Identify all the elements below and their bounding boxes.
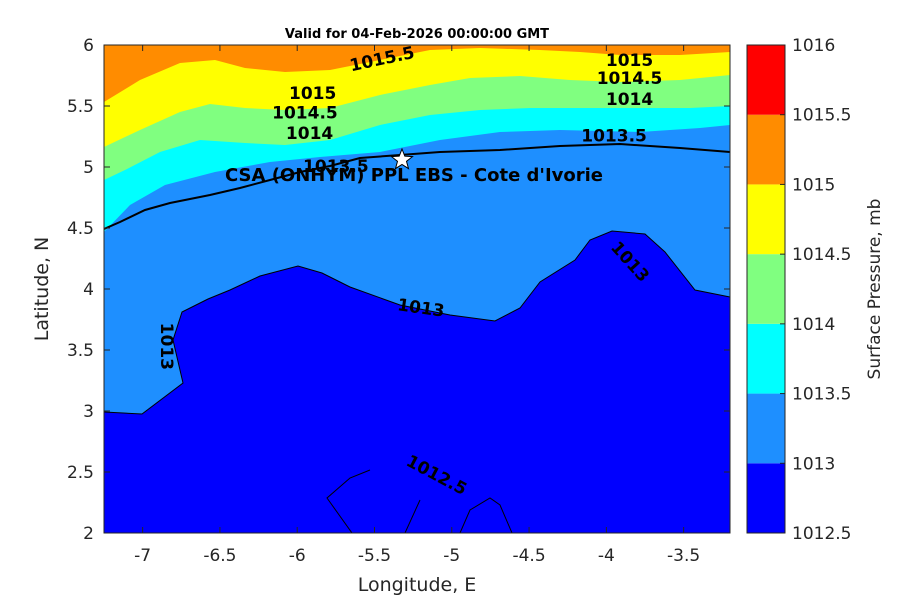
- y-tick-label: 5: [83, 158, 94, 178]
- colorbar-segment: [747, 393, 785, 464]
- contour-label: 1013.5: [581, 127, 647, 147]
- colorbar-tick-label: 1013.5: [792, 385, 851, 405]
- colorbar-segment: [747, 114, 785, 185]
- colorbar-segment: [747, 463, 785, 533]
- colorbar-segment: [747, 323, 785, 394]
- x-tick-label: -4: [598, 546, 615, 566]
- x-tick-label: -4.5: [512, 546, 545, 566]
- colorbar-tick-label: 1014: [792, 315, 835, 335]
- y-tick-label: 2: [83, 524, 94, 544]
- contour-label: 1015: [289, 84, 336, 104]
- y-axis: 6 5.5 5 4.5 4 3.5 3 2.5 2: [67, 36, 730, 544]
- contour-line-1012.5: [326, 469, 513, 533]
- y-axis-label: Latitude, N: [31, 237, 53, 342]
- x-tick-label: -6.5: [203, 546, 236, 566]
- x-tick-label: -3.5: [667, 546, 700, 566]
- contour-label: 1013: [156, 323, 176, 370]
- y-tick-label: 4.5: [67, 219, 94, 239]
- site-marker: CSA (ONHYM) PPL EBS - Cote d'Ivorie: [225, 147, 603, 186]
- y-tick-label: 3: [83, 402, 94, 422]
- colorbar: 1016 1015.5 1015 1014.5 1014 1013.5 1013 1012.5: [746, 36, 851, 544]
- star-icon: [390, 147, 414, 170]
- colorbar-tick-label: 1015.5: [792, 106, 851, 126]
- colorbar-tick-label: 1013: [792, 454, 835, 474]
- site-label: CSA (ONHYM) PPL EBS - Cote d'Ivorie: [225, 165, 603, 186]
- colorbar-frame: [746, 44, 786, 534]
- x-axis-label: Longitude, E: [358, 574, 477, 596]
- y-tick-label: 2.5: [67, 463, 94, 483]
- contour-line-1013: [104, 230, 730, 415]
- contour-label: 1014: [606, 90, 653, 110]
- chart-title: Valid for 04-Feb-2026 00:00:00 GMT: [285, 27, 549, 42]
- coastline: [104, 142, 730, 230]
- fill-band-1012.5-1013: [104, 231, 730, 533]
- colorbar-label: Surface Pressure, mb: [865, 199, 885, 380]
- x-axis: -7 -6.5 -6 -5.5 -5 -4.5 -4 -3.5: [134, 45, 700, 566]
- contour-label: 1015: [606, 51, 653, 71]
- contour-label: 1013.5: [303, 157, 369, 177]
- contour-field: [104, 45, 730, 533]
- colorbar-tick-label: 1014.5: [792, 245, 851, 265]
- y-tick-label: 3.5: [67, 341, 94, 361]
- colorbar-tick-label: 1012.5: [792, 524, 851, 544]
- x-tick-label: -5: [443, 546, 460, 566]
- colorbar-tick-label: 1016: [792, 36, 835, 56]
- colorbar-segment: [747, 184, 785, 255]
- contour-label: 1014.5: [597, 69, 663, 89]
- contour-label: 1014: [286, 124, 333, 144]
- colorbar-segment: [747, 254, 785, 324]
- y-tick-label: 4: [83, 280, 94, 300]
- colorbar-tick-label: 1015: [792, 175, 835, 195]
- x-tick-label: -7: [134, 546, 151, 566]
- x-tick-label: -6: [289, 546, 306, 566]
- x-tick-label: -5.5: [358, 546, 391, 566]
- y-tick-label: 6: [83, 36, 94, 56]
- colorbar-segment: [747, 45, 785, 115]
- y-tick-label: 5.5: [67, 97, 94, 117]
- contour-label: 1014.5: [272, 103, 338, 123]
